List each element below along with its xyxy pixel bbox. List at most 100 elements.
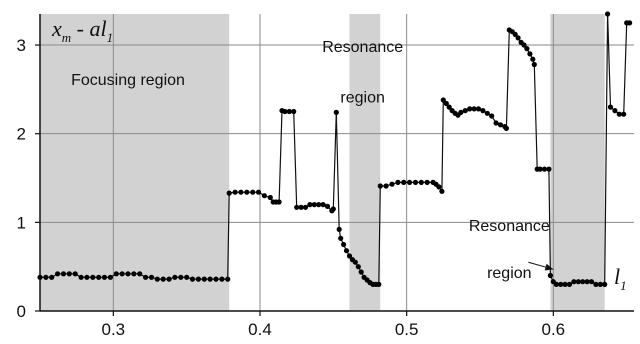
data-point [588, 279, 595, 285]
x-tick-label: 0.4 [248, 320, 272, 339]
data-point [78, 274, 84, 280]
data-point [541, 166, 548, 172]
data-point [424, 179, 430, 185]
data-point [412, 179, 419, 185]
data-point [324, 203, 331, 209]
data-point [72, 271, 78, 277]
labels: xm - al1 l1 Focusing region Resonance re… [51, 16, 627, 293]
data-point [493, 120, 499, 126]
data-point [90, 274, 96, 280]
annotation-resonance-1: Resonance [322, 39, 403, 56]
data-point [546, 166, 552, 172]
data-point [96, 274, 102, 280]
data-point [143, 274, 149, 280]
data-point [60, 271, 67, 277]
data-point [480, 108, 486, 114]
data-point [113, 271, 119, 277]
data-point [267, 194, 273, 201]
data-point [418, 179, 424, 185]
data-point [440, 97, 446, 103]
data-point [298, 204, 304, 210]
data-point [148, 274, 155, 280]
data-point [119, 271, 125, 277]
data-point [343, 248, 350, 254]
data-point [471, 106, 477, 112]
data-point [358, 269, 364, 275]
data-point [446, 104, 452, 110]
data-point [201, 276, 207, 282]
data-point [219, 276, 225, 282]
data-point [172, 274, 178, 280]
data-point [597, 281, 603, 287]
data-point [524, 46, 530, 52]
data-point [154, 276, 160, 282]
data-point [55, 271, 61, 277]
data-point [66, 271, 72, 277]
data-point [605, 11, 611, 17]
data-point [225, 276, 231, 282]
data-point [250, 189, 256, 195]
data-point [244, 189, 250, 195]
x-axis-label: l1 [614, 264, 627, 293]
data-point [213, 276, 219, 282]
shaded-region-2 [349, 14, 381, 311]
data-point [37, 274, 43, 280]
data-point [484, 110, 490, 116]
data-point [352, 259, 358, 265]
data-point [282, 108, 288, 115]
data-point [166, 276, 172, 282]
data-point [330, 206, 336, 212]
data-point [294, 204, 300, 210]
data-point [401, 179, 407, 185]
shaded-region-3 [550, 14, 605, 311]
data-point [458, 109, 464, 115]
annotation-resonance-2: Resonance [469, 218, 550, 235]
y-tick-label: 3 [17, 36, 26, 55]
data-point [226, 190, 232, 196]
annotation-region-1: region [340, 90, 384, 107]
data-point [407, 179, 413, 185]
data-point [515, 35, 521, 41]
data-point [311, 202, 317, 208]
shaded-region-1 [40, 14, 230, 311]
data-point [436, 184, 442, 190]
data-point [530, 56, 536, 62]
data-point [184, 274, 190, 280]
data-point [189, 276, 196, 282]
data-point [443, 100, 449, 107]
axes: 0.3 0.4 0.5 0.6 0 1 2 3 [17, 14, 634, 339]
data-point [376, 281, 382, 287]
y-tick-label: 1 [17, 213, 26, 232]
data-point [49, 274, 55, 280]
data-point [336, 226, 342, 232]
data-point [462, 108, 468, 114]
data-point [341, 241, 347, 248]
data-point [521, 42, 527, 48]
data-point [107, 274, 113, 280]
data-point [439, 188, 445, 194]
data-point [537, 166, 543, 172]
shaded-regions [40, 14, 605, 311]
data-point [575, 279, 581, 285]
data-point [207, 276, 213, 282]
data-point [467, 106, 473, 112]
annotation-arrowhead [544, 263, 554, 271]
data-point [566, 281, 573, 287]
data-point [137, 271, 143, 277]
data-point [307, 202, 313, 208]
data-point [562, 281, 568, 287]
data-point [377, 183, 383, 189]
data-point [84, 274, 90, 280]
data-point [178, 274, 184, 280]
data-point [621, 111, 627, 117]
data-point [580, 279, 586, 285]
data-point [316, 202, 322, 208]
data-point [607, 104, 614, 110]
annotation-region-2: region [487, 265, 531, 282]
data-point [489, 113, 495, 119]
data-point [531, 61, 537, 68]
data-point [131, 271, 137, 277]
data-point [355, 264, 361, 270]
data-point [195, 276, 201, 282]
data-point [276, 199, 282, 205]
